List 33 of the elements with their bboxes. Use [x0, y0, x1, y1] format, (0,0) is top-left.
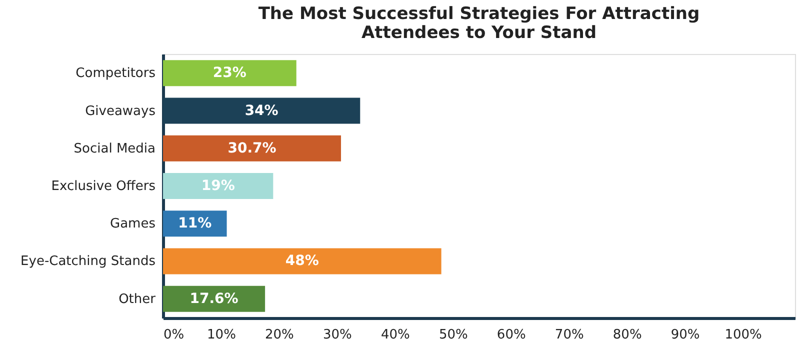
data-label: 23% [212, 65, 246, 82]
x-tick-label: 50% [438, 328, 468, 342]
x-tick-label: 10% [207, 328, 236, 342]
bar [163, 135, 342, 162]
x-tick-label: 30% [322, 328, 352, 342]
text: Attendees to Your Stand [362, 23, 596, 43]
bar [163, 210, 227, 237]
data-label: 48% [285, 253, 319, 270]
y-tick-label: Giveaways [85, 104, 156, 119]
y-tick-label: Competitors [76, 66, 156, 82]
bar [163, 60, 296, 86]
x-tick-label: 100% [724, 328, 762, 342]
data-label: 19% [201, 178, 235, 194]
x-tick-label: 70% [554, 328, 584, 342]
data-label: 17.6% [190, 290, 238, 307]
y-tick-label: Games [110, 216, 156, 232]
data-label: 30.7% [228, 140, 276, 156]
data-label: 11% [178, 216, 212, 232]
y-tick-label: Exclusive Offers [51, 179, 156, 194]
x-tick-label: 80% [612, 328, 642, 342]
text: The Most Successful Strategies For Attracting [258, 4, 700, 24]
y-tick-label: Other [118, 292, 156, 307]
x-tick-label: 60% [496, 328, 526, 342]
data-label: 34% [244, 102, 278, 119]
x-tick-label: 0% [164, 328, 184, 342]
bar [163, 248, 442, 274]
y-tick-label: Social Media [74, 141, 156, 156]
x-tick-label: 20% [265, 328, 294, 342]
x-tick-label: 90% [670, 328, 700, 342]
bar [163, 286, 266, 312]
y-tick-label: Eye-Catching Stands [20, 254, 156, 270]
x-tick-label: 40% [380, 328, 410, 342]
bar [163, 173, 274, 199]
